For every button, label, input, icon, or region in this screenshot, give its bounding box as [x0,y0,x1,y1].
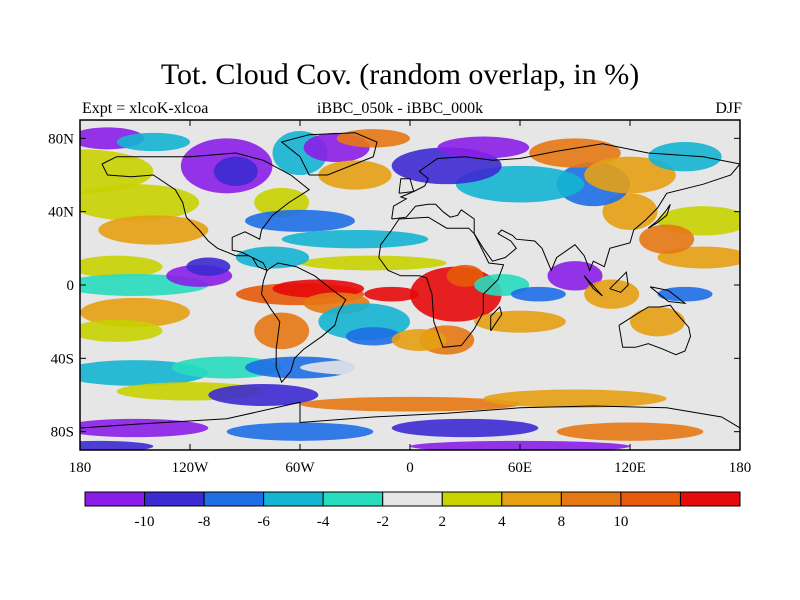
colorbar-label: -8 [198,514,211,530]
lon-tick-label: 0 [406,460,414,476]
lon-tick-label: 120E [614,460,646,476]
lat-tick-label: 0 [67,278,75,294]
lon-tick-label: 60E [508,460,532,476]
colorbar-label: -2 [376,514,389,530]
difference-label: iBBC_050k - iBBC_000k [316,100,484,117]
colorbar-label: -10 [135,514,155,530]
lon-tick-label: 60W [285,460,315,476]
anomaly-field [80,120,740,450]
colorbar-swatch [560,491,622,507]
colorbar-label: -4 [317,514,330,530]
colorbar-label: 2 [439,514,447,530]
colorbar: -10 -8 -6 -4 -2 2 4 8 10 [84,491,741,530]
colorbar-swatch [679,491,741,507]
colorbar-swatch [501,491,562,507]
map-axes: 80N 40N 0 40S 80S 180 120W 60W 0 60E 120E 180 [48,120,751,476]
colorbar-swatch [620,491,681,507]
lat-tick-label: 80N [48,131,74,147]
colorbar-swatch [322,491,384,507]
lon-tick-label: 180 [69,460,92,476]
lon-tick-label: 180 [729,460,752,476]
season-label: DJF [715,100,742,117]
colorbar-label: 8 [558,514,566,530]
colorbar-swatch [263,491,324,507]
lat-tick-label: 40N [48,205,74,221]
lon-tick-label: 120W [172,460,210,476]
colorbar-label: 4 [498,514,506,530]
experiment-label: Expt = xlcoK-xlcoa [82,100,209,117]
colorbar-swatch [441,491,503,507]
lat-tick-label: 80S [51,425,74,441]
lat-tick-label: 40S [51,351,74,367]
colorbar-swatch [144,491,205,507]
colorbar-label: 10 [613,514,628,530]
colorbar-label: -6 [257,514,270,530]
coastlines [80,132,740,429]
colorbar-swatch [203,491,265,507]
colorbar-swatch [84,491,146,507]
plot-title: Tot. Cloud Cov. (random overlap, in %) [160,58,640,91]
colorbar-swatch [382,491,443,507]
